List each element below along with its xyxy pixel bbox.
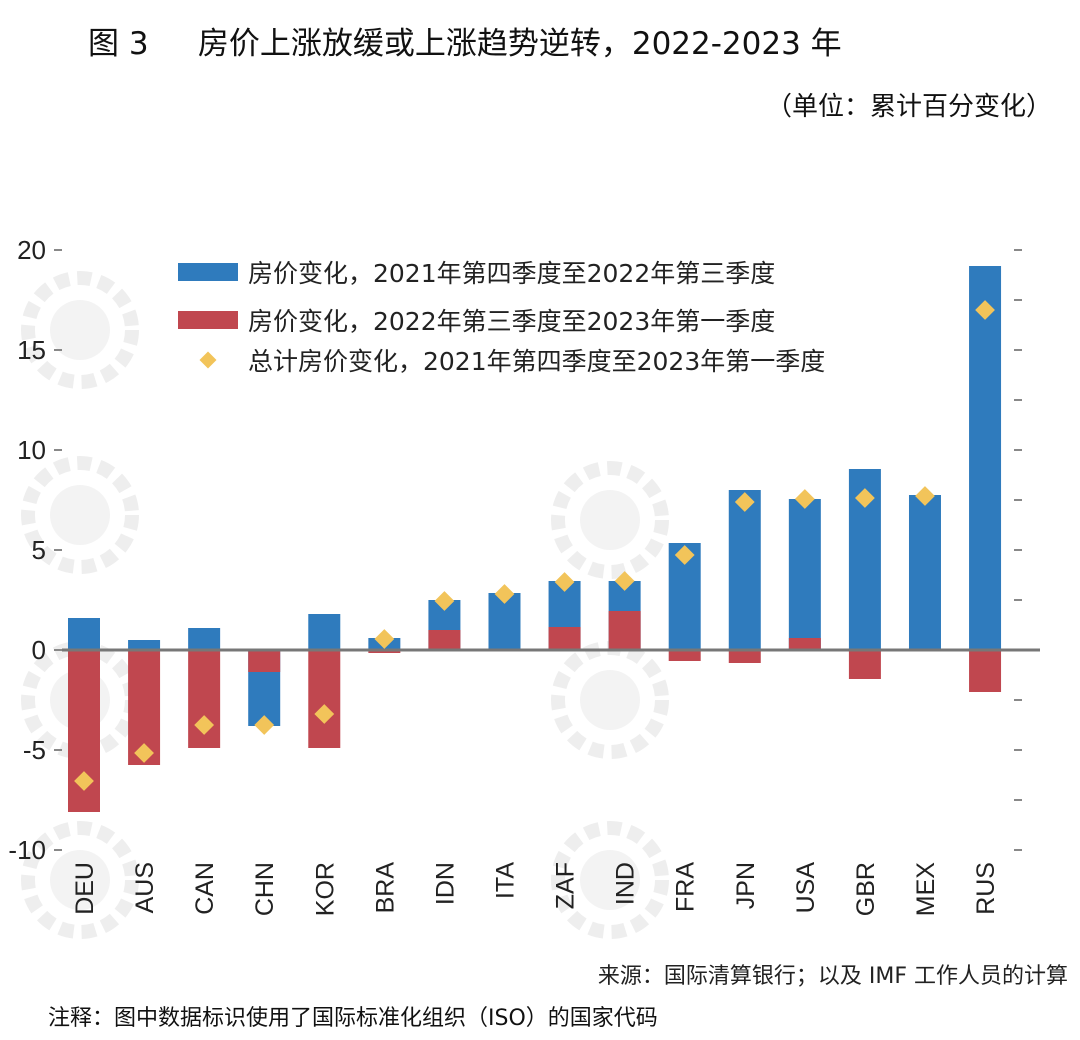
x-tick-label: GBR bbox=[852, 862, 880, 916]
watermark-logo-icon bbox=[50, 850, 110, 910]
total-marker bbox=[794, 489, 815, 509]
watermark-logo-icon bbox=[580, 850, 640, 910]
x-tick-label: BRA bbox=[371, 862, 399, 914]
x-tick-label: ITA bbox=[491, 862, 519, 899]
x-tick-label: IND bbox=[612, 862, 640, 905]
chart-title: 图 3 房价上涨放缓或上涨趋势逆转，2022-2023 年 bbox=[88, 26, 842, 62]
y-tick-label: -10 bbox=[8, 835, 46, 865]
y-tick-label: 5 bbox=[32, 535, 46, 565]
bar-series-1 bbox=[68, 618, 100, 650]
x-tick-label: KOR bbox=[311, 862, 339, 916]
y-tick-label: 0 bbox=[32, 635, 46, 665]
total-marker bbox=[254, 715, 275, 735]
watermark-logo-icon bbox=[21, 271, 139, 389]
x-tick-label: JPN bbox=[732, 862, 760, 909]
total-marker bbox=[734, 492, 755, 512]
legend-swatch-series-1 bbox=[178, 263, 238, 281]
bar-series-2 bbox=[668, 650, 701, 661]
watermark-logo-icon bbox=[551, 821, 669, 939]
x-tick-label: USA bbox=[792, 862, 820, 914]
watermark-logo-icon bbox=[50, 485, 110, 545]
total-marker bbox=[494, 584, 515, 604]
bar-series-1 bbox=[308, 614, 341, 650]
bar-series-1 bbox=[188, 628, 221, 650]
total-marker bbox=[314, 704, 335, 724]
total-marker bbox=[975, 300, 995, 320]
x-tick-label: FRA bbox=[672, 862, 700, 912]
legend-label: 总计房价变化，2021年第四季度至2023年第一季度 bbox=[248, 347, 825, 376]
bar-series-1 bbox=[128, 640, 161, 650]
total-marker bbox=[554, 572, 575, 592]
x-tick-label: IDN bbox=[431, 862, 459, 905]
total-marker bbox=[674, 545, 695, 565]
x-tick-label: CHN bbox=[251, 862, 279, 916]
x-tick-label: ZAF bbox=[552, 862, 580, 909]
y-tick-label: 15 bbox=[17, 335, 46, 365]
total-marker bbox=[374, 629, 395, 649]
legend-label: 房价变化，2022年第三季度至2023年第一季度 bbox=[248, 307, 775, 336]
watermark-logo-icon bbox=[50, 300, 110, 360]
watermark-logo-icon bbox=[21, 456, 139, 574]
footnote: 注释：图中数据标识使用了国际标准化组织（ISO）的国家代码 bbox=[48, 1006, 658, 1031]
bar-series-2 bbox=[308, 650, 341, 748]
x-tick-label: DEU bbox=[71, 862, 99, 915]
y-tick-label: 20 bbox=[17, 235, 46, 265]
x-tick-label: CAN bbox=[191, 862, 219, 915]
bar-series-2 bbox=[969, 650, 1002, 692]
x-tick-label: AUS bbox=[131, 862, 159, 913]
watermark-logo-icon bbox=[21, 821, 139, 939]
source-note: 来源：国际清算银行；以及 IMF 工作人员的计算 bbox=[597, 964, 1068, 989]
bar-series-2 bbox=[608, 611, 641, 650]
watermark-logo-icon bbox=[580, 490, 640, 550]
unit-label: （单位：累计百分变化） bbox=[765, 92, 1052, 122]
chart: 20 15 10 5 0 -5 -10 DEU AUS CAN CHN KOR BRA IDN ITA ZAF… bbox=[8, 235, 1040, 939]
y-tick-label: -5 bbox=[23, 735, 46, 765]
legend-label: 房价变化，2021年第四季度至2022年第三季度 bbox=[248, 259, 775, 288]
bar-series-2 bbox=[428, 630, 461, 650]
x-tick-label: MEX bbox=[912, 862, 940, 917]
total-marker bbox=[614, 571, 635, 591]
bar-series-1 bbox=[728, 490, 761, 650]
x-tick-label: RUS bbox=[972, 862, 1000, 915]
total-marker bbox=[434, 591, 455, 611]
legend-swatch-series-2 bbox=[178, 311, 238, 329]
y-tick-label: 10 bbox=[17, 435, 46, 465]
watermark-logo-icon bbox=[580, 670, 640, 730]
total-marker bbox=[855, 488, 875, 508]
bar-series-1 bbox=[969, 266, 1002, 650]
bar-series-2 bbox=[848, 650, 881, 679]
watermark-logo-icon bbox=[551, 461, 669, 579]
total-marker bbox=[915, 486, 935, 506]
bar-series-1 bbox=[788, 499, 821, 650]
legend-marker-total bbox=[199, 351, 217, 369]
bar-series-1 bbox=[908, 495, 941, 650]
bar-series-2 bbox=[728, 650, 761, 663]
bar-series-2 bbox=[788, 638, 821, 650]
bar-series-2 bbox=[548, 627, 581, 650]
bar-series-2 bbox=[248, 650, 281, 672]
